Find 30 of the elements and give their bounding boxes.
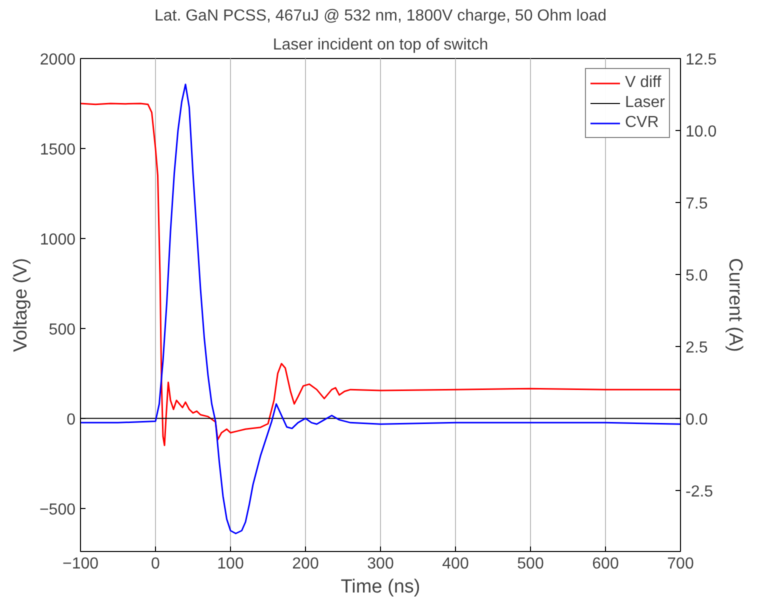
- y2-tick-label: 5.0: [686, 267, 708, 284]
- y2-tick-label: 12.5: [686, 52, 717, 68]
- x-axis-title: Time (ns): [340, 576, 420, 598]
- y-tick-label: 500: [48, 321, 76, 338]
- x-tick-label: 600: [592, 556, 619, 572]
- chart-title: Lat. GaN PCSS, 467uJ @ 532 nm, 1800V charge, 50 Ohm load: [154, 8, 607, 24]
- x-tick-label: 400: [442, 556, 469, 572]
- y-tick-label: 1500: [40, 141, 76, 158]
- y-axis-title: Voltage (V): [10, 258, 32, 352]
- legend-label: V diff: [624, 74, 662, 92]
- x-tick-label: 500: [517, 556, 544, 572]
- x-tick-label: 0: [151, 556, 160, 572]
- y2-tick-label: 0.0: [686, 411, 708, 428]
- legend-label: CVR: [624, 114, 659, 132]
- y2-tick-label: 2.5: [686, 339, 708, 356]
- y2-tick-label: 7.5: [686, 195, 708, 212]
- legend-label: Laser: [624, 94, 665, 112]
- y-tick-label: 2000: [40, 52, 76, 68]
- x-tick-label: −100: [62, 556, 99, 572]
- chart-subtitle: Laser incident on top of switch: [272, 36, 488, 54]
- y-tick-label: −500: [39, 501, 76, 518]
- y2-axis-title: Current (A): [724, 258, 746, 352]
- y2-tick-label: 10.0: [686, 123, 717, 140]
- x-tick-label: 700: [667, 556, 694, 572]
- x-tick-label: 200: [292, 556, 319, 572]
- y2-tick-label: -2.5: [686, 483, 714, 500]
- x-tick-label: 100: [217, 556, 244, 572]
- x-tick-label: 300: [367, 556, 394, 572]
- y-tick-label: 1000: [40, 231, 76, 248]
- y-tick-label: 0: [66, 411, 76, 428]
